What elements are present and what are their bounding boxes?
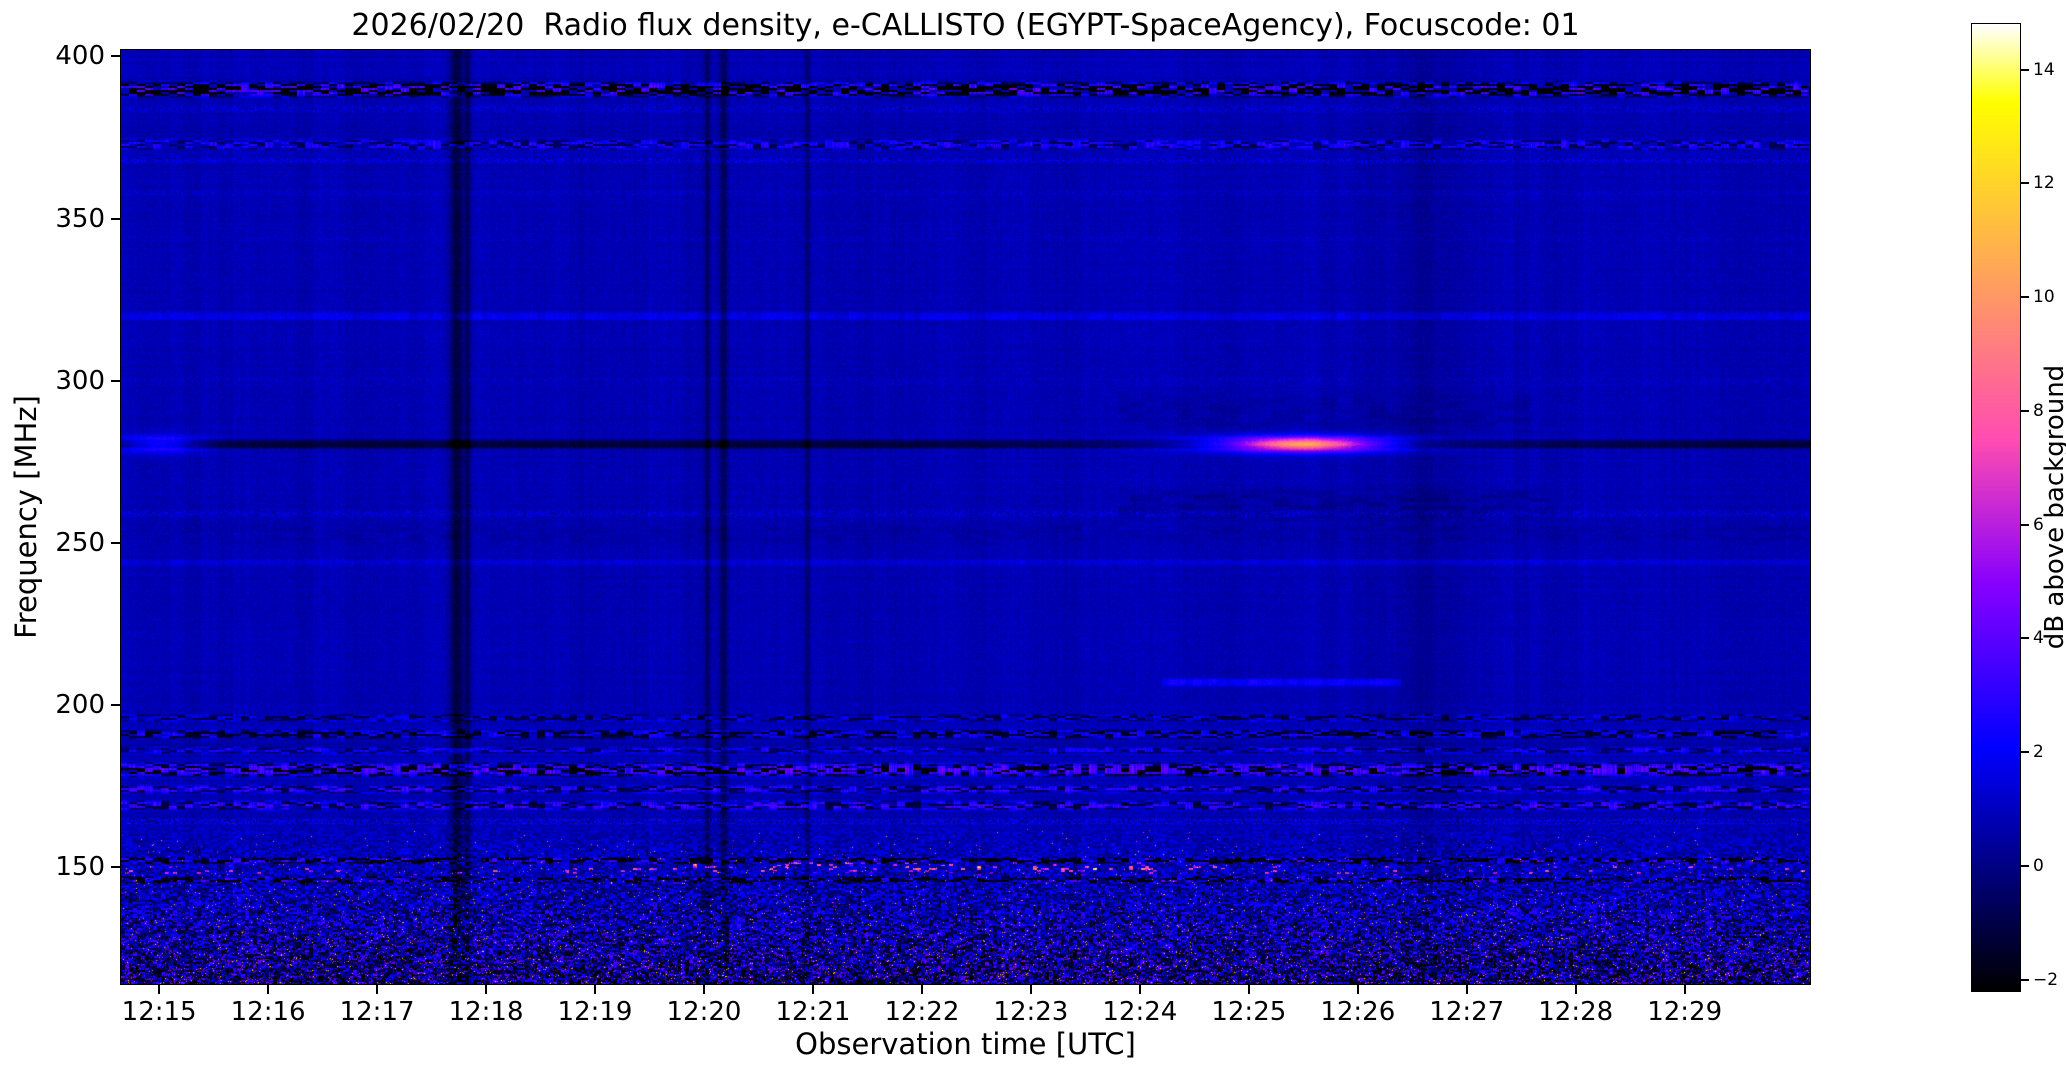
y-tick-mark [111, 55, 120, 58]
colorbar-tick-mark [2021, 751, 2029, 754]
colorbar-tick-mark [2021, 68, 2029, 71]
colorbar-tick-label: 8 [2033, 400, 2044, 421]
colorbar-tick-mark [2021, 864, 2029, 867]
colorbar-tick-label: 12 [2033, 173, 2055, 194]
x-tick-mark [1138, 985, 1141, 994]
x-tick-label: 12:15 [121, 997, 197, 1027]
x-tick-mark [376, 985, 379, 994]
y-tick-label: 350 [55, 203, 105, 234]
y-tick-mark [111, 704, 120, 707]
x-tick-label: 12:28 [1538, 997, 1614, 1027]
x-tick-label: 12:19 [557, 997, 633, 1027]
x-tick-label: 12:26 [1320, 997, 1396, 1027]
colorbar-tick-mark [2021, 296, 2029, 299]
x-tick-mark [1247, 985, 1250, 994]
y-tick-label: 200 [55, 690, 105, 721]
x-tick-label: 12:25 [1211, 997, 1287, 1027]
x-tick-mark [267, 985, 270, 994]
x-tick-mark [1356, 985, 1359, 994]
colorbar-tick-label: −2 [2033, 969, 2059, 990]
x-tick-label: 12:18 [448, 997, 524, 1027]
y-tick-mark [111, 217, 120, 220]
x-tick-label: 12:29 [1647, 997, 1723, 1027]
y-tick-label: 250 [55, 527, 105, 558]
y-tick-label: 150 [55, 852, 105, 883]
colorbar-tick-label: 0 [2033, 855, 2044, 876]
colorbar-tick-label: 2 [2033, 742, 2044, 763]
chart-title: 2026/02/20 Radio flux density, e-CALLIST… [351, 8, 1580, 43]
colorbar-tick-mark [2021, 637, 2029, 640]
x-tick-mark [485, 985, 488, 994]
x-tick-mark [158, 985, 161, 994]
colorbar-tick-label: 4 [2033, 628, 2044, 649]
colorbar-tick-mark [2021, 523, 2029, 526]
x-axis-label: Observation time [UTC] [795, 1027, 1136, 1061]
colorbar-gradient [1972, 24, 2020, 991]
x-tick-label: 12:16 [230, 997, 306, 1027]
x-tick-mark [1574, 985, 1577, 994]
spectrogram-heatmap [121, 50, 1810, 984]
x-tick-label: 12:21 [775, 997, 851, 1027]
x-tick-mark [1465, 985, 1468, 994]
y-tick-mark [111, 866, 120, 869]
x-tick-mark [1683, 985, 1686, 994]
x-tick-label: 12:27 [1429, 997, 1505, 1027]
colorbar-tick-mark [2021, 182, 2029, 185]
x-tick-label: 12:23 [993, 997, 1069, 1027]
colorbar-label: dB above background [2040, 364, 2066, 650]
y-tick-mark [111, 379, 120, 382]
y-tick-label: 400 [55, 41, 105, 72]
x-tick-label: 12:20 [666, 997, 742, 1027]
colorbar-tick-label: 6 [2033, 514, 2044, 535]
colorbar-tick-label: 14 [2033, 59, 2055, 80]
x-tick-mark [1029, 985, 1032, 994]
x-tick-label: 12:22 [884, 997, 960, 1027]
colorbar-tick-mark [2021, 409, 2029, 412]
y-tick-label: 300 [55, 365, 105, 396]
x-tick-mark [920, 985, 923, 994]
x-tick-mark [702, 985, 705, 994]
x-tick-label: 12:17 [339, 997, 415, 1027]
x-tick-label: 12:24 [1102, 997, 1178, 1027]
y-axis-label: Frequency [MHz] [9, 395, 43, 639]
colorbar-tick-mark [2021, 978, 2029, 981]
y-tick-mark [111, 541, 120, 544]
colorbar-tick-label: 10 [2033, 287, 2055, 308]
x-tick-mark [811, 985, 814, 994]
x-tick-mark [594, 985, 596, 994]
